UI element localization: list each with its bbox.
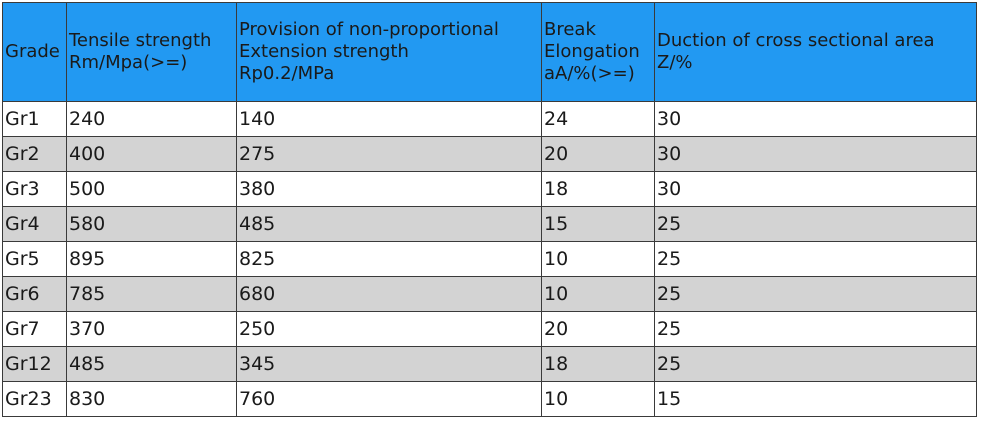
cell-tensile-strength: 240 xyxy=(66,101,237,137)
cell-area-reduction: 30 xyxy=(654,136,977,172)
cell-tensile-strength: 370 xyxy=(66,311,237,347)
header-extension-line-2: Extension strength xyxy=(239,41,409,62)
cell-grade: Gr6 xyxy=(2,276,67,312)
table-row: Gr1 240 140 24 30 xyxy=(2,101,977,137)
cell-extension-strength: 345 xyxy=(236,346,542,382)
header-elongation-line-1: Break xyxy=(544,19,596,40)
cell-tensile-strength: 485 xyxy=(66,346,237,382)
header-grade: Grade xyxy=(2,2,67,102)
table-row: Gr23 830 760 10 15 xyxy=(2,381,977,417)
header-tensile-strength: Tensile strength Rm/Mpa(>=) xyxy=(66,2,237,102)
cell-area-reduction: 25 xyxy=(654,276,977,312)
header-extension-strength: Provision of non-proportional Extension … xyxy=(236,2,542,102)
cell-grade: Gr12 xyxy=(2,346,67,382)
header-tensile-line-2: Rm/Mpa(>=) xyxy=(69,52,188,73)
cell-tensile-strength: 830 xyxy=(66,381,237,417)
cell-grade: Gr3 xyxy=(2,171,67,207)
cell-tensile-strength: 500 xyxy=(66,171,237,207)
cell-area-reduction: 25 xyxy=(654,346,977,382)
cell-grade: Gr2 xyxy=(2,136,67,172)
cell-area-reduction: 25 xyxy=(654,311,977,347)
cell-break-elongation: 20 xyxy=(541,136,655,172)
cell-tensile-strength: 895 xyxy=(66,241,237,277)
cell-area-reduction: 15 xyxy=(654,381,977,417)
cell-area-reduction: 30 xyxy=(654,101,977,137)
cell-grade: Gr7 xyxy=(2,311,67,347)
cell-extension-strength: 825 xyxy=(236,241,542,277)
header-elongation-line-2: Elongation xyxy=(544,41,640,62)
cell-extension-strength: 680 xyxy=(236,276,542,312)
header-extension-line-1: Provision of non-proportional xyxy=(239,19,499,40)
cell-extension-strength: 250 xyxy=(236,311,542,347)
table-row: Gr4 580 485 15 25 xyxy=(2,206,977,242)
cell-area-reduction: 25 xyxy=(654,206,977,242)
header-area-line-1: Duction of cross sectional area xyxy=(657,30,935,51)
cell-tensile-strength: 400 xyxy=(66,136,237,172)
cell-area-reduction: 30 xyxy=(654,171,977,207)
table-header: Grade Tensile strength Rm/Mpa(>=) Provis… xyxy=(2,2,977,102)
header-area-line-2: Z/% xyxy=(657,52,693,73)
header-row: Grade Tensile strength Rm/Mpa(>=) Provis… xyxy=(2,2,977,102)
table-row: Gr5 895 825 10 25 xyxy=(2,241,977,277)
cell-break-elongation: 24 xyxy=(541,101,655,137)
cell-grade: Gr4 xyxy=(2,206,67,242)
cell-grade: Gr23 xyxy=(2,381,67,417)
cell-break-elongation: 10 xyxy=(541,381,655,417)
cell-break-elongation: 20 xyxy=(541,311,655,347)
cell-tensile-strength: 785 xyxy=(66,276,237,312)
table-row: Gr6 785 680 10 25 xyxy=(2,276,977,312)
table-row: Gr3 500 380 18 30 xyxy=(2,171,977,207)
cell-tensile-strength: 580 xyxy=(66,206,237,242)
cell-extension-strength: 140 xyxy=(236,101,542,137)
cell-break-elongation: 10 xyxy=(541,276,655,312)
header-grade-line-1: Grade xyxy=(5,41,60,62)
table-row: Gr12 485 345 18 25 xyxy=(2,346,977,382)
header-break-elongation: Break Elongation aA/%(>=) xyxy=(541,2,655,102)
cell-break-elongation: 15 xyxy=(541,206,655,242)
header-tensile-line-1: Tensile strength xyxy=(69,30,212,51)
header-extension-line-3: Rp0.2/MPa xyxy=(239,63,335,84)
cell-grade: Gr5 xyxy=(2,241,67,277)
table-row: Gr2 400 275 20 30 xyxy=(2,136,977,172)
cell-extension-strength: 760 xyxy=(236,381,542,417)
cell-break-elongation: 18 xyxy=(541,346,655,382)
cell-area-reduction: 25 xyxy=(654,241,977,277)
grade-properties-table: Grade Tensile strength Rm/Mpa(>=) Provis… xyxy=(2,2,977,417)
cell-extension-strength: 485 xyxy=(236,206,542,242)
cell-extension-strength: 380 xyxy=(236,171,542,207)
cell-extension-strength: 275 xyxy=(236,136,542,172)
table-row: Gr7 370 250 20 25 xyxy=(2,311,977,347)
cell-break-elongation: 10 xyxy=(541,241,655,277)
header-elongation-line-3: aA/%(>=) xyxy=(544,63,635,84)
header-area-reduction: Duction of cross sectional area Z/% xyxy=(654,2,977,102)
table-body: Gr1 240 140 24 30 Gr2 400 275 20 30 Gr3 … xyxy=(2,101,977,417)
cell-break-elongation: 18 xyxy=(541,171,655,207)
cell-grade: Gr1 xyxy=(2,101,67,137)
